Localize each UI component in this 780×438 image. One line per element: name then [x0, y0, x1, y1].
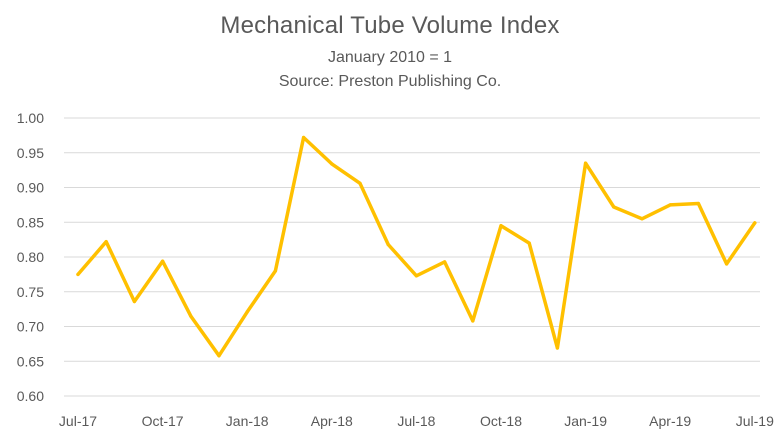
data-point: [330, 162, 334, 166]
y-tick-label: 0.65: [17, 353, 44, 369]
data-point: [443, 260, 447, 264]
data-point: [668, 203, 672, 207]
x-tick-label: Oct-18: [480, 413, 522, 429]
x-tick-label: Jul-19: [736, 413, 774, 429]
y-tick-label: 0.95: [17, 145, 44, 161]
y-tick-label: 0.60: [17, 388, 44, 404]
data-point: [76, 272, 80, 276]
x-axis-ticks: Jul-17 Oct-17 Jan-18 Apr-18 Jul-18 Oct-18 Jan-…: [59, 413, 774, 429]
data-point: [640, 217, 644, 221]
y-tick-label: 0.85: [17, 214, 44, 230]
data-point: [696, 201, 701, 206]
data-point: [527, 241, 531, 245]
y-axis-ticks: 0.60 0.65 0.70 0.75 0.80 0.85 0.90 0.95 1.00: [17, 110, 44, 404]
data-point: [555, 346, 560, 350]
data-point: [189, 314, 193, 318]
x-tick-label: Jan-19: [564, 413, 607, 429]
data-point: [161, 259, 165, 263]
x-tick-label: Jul-17: [59, 413, 97, 429]
series-line: [76, 135, 757, 358]
x-tick-label: Oct-17: [142, 413, 184, 429]
y-tick-label: 0.70: [17, 319, 44, 335]
data-point: [132, 299, 136, 304]
data-point: [612, 205, 616, 209]
data-point: [725, 262, 729, 266]
data-point: [584, 161, 588, 165]
data-point: [104, 240, 108, 244]
data-point: [386, 242, 390, 247]
data-point: [217, 354, 221, 358]
grid-lines: [64, 117, 760, 397]
x-tick-label: Jan-18: [226, 413, 269, 429]
x-tick-label: Apr-19: [649, 413, 691, 429]
data-point: [358, 181, 362, 185]
y-tick-label: 0.80: [17, 249, 44, 265]
data-point: [499, 224, 503, 228]
y-tick-label: 0.90: [17, 180, 44, 196]
y-tick-label: 1.00: [17, 110, 44, 126]
data-point: [302, 135, 306, 140]
data-point: [753, 221, 757, 225]
chart-source: Source: Preston Publishing Co.: [278, 73, 502, 90]
data-point: [471, 319, 475, 323]
data-point: [273, 269, 277, 273]
x-tick-label: Apr-18: [311, 413, 353, 429]
series-layer: [76, 135, 757, 358]
chart-title: Mechanical Tube Volume Index: [220, 12, 560, 39]
y-tick-label: 0.75: [17, 284, 44, 300]
chart-subtitle: January 2010 = 1: [327, 49, 453, 66]
x-tick-label: Jul-18: [397, 413, 435, 429]
data-point: [414, 274, 418, 278]
data-point: [245, 310, 249, 314]
